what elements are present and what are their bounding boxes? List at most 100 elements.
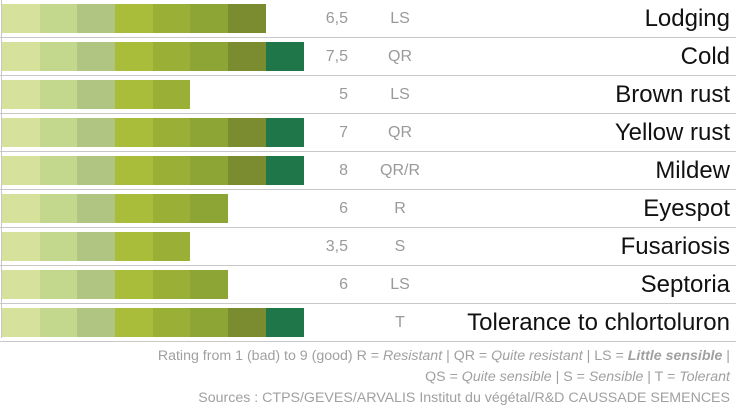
trait-label: Lodging [644, 5, 730, 32]
rating-row: 6,5 LS Lodging [0, 0, 736, 38]
rating-row: 7,5 QR Cold [0, 38, 736, 76]
trait-label: Mildew [655, 157, 730, 184]
trait-label: Septoria [640, 271, 730, 298]
rating-segment [2, 156, 40, 185]
rating-segment [39, 80, 78, 109]
rating-segment [115, 270, 153, 299]
rating-segment [2, 80, 40, 109]
resistance-code: LS [390, 86, 410, 103]
rating-segment [2, 270, 40, 299]
rating-row: 6 LS Septoria [0, 266, 736, 304]
trait-label: Eyespot [643, 195, 730, 222]
rating-bar [2, 308, 304, 337]
resistance-code: LS [390, 276, 410, 293]
rating-segment [39, 4, 78, 33]
rating-row: 6 R Eyespot [0, 190, 736, 228]
rating-bar [2, 80, 191, 109]
rating-row: 7 QR Yellow rust [0, 114, 736, 152]
rating-value: 6 [339, 276, 348, 293]
legend-text: Rating from 1 (bad) to 9 (good) R = [157, 348, 383, 364]
rating-bar [2, 156, 304, 185]
rating-segment [39, 232, 78, 261]
rating-segment [115, 118, 153, 147]
rating-segment [2, 194, 40, 223]
resistance-code: QR [388, 48, 412, 65]
trait-label: Brown rust [615, 81, 730, 108]
rating-segment [190, 4, 229, 33]
rating-segment [2, 118, 40, 147]
rating-bar [2, 118, 304, 147]
trait-label: Fusariosis [620, 233, 730, 260]
rating-segment [265, 156, 304, 185]
rating-segment [77, 118, 116, 147]
rating-segment [77, 308, 116, 337]
rating-segment [152, 118, 191, 147]
legend-sources: Sources : CTPS/GEVES/ARVALIS Institut du… [198, 390, 730, 406]
rating-segment [2, 4, 40, 33]
resistance-code: QR [388, 124, 412, 141]
resistance-code: T [395, 314, 405, 331]
rating-segment [115, 308, 153, 337]
resistance-code: S [394, 238, 406, 255]
rating-row: 3,5 S Fusariosis [0, 228, 736, 266]
rating-value: 6,5 [325, 10, 348, 27]
rating-segment [152, 270, 191, 299]
rating-segment [190, 270, 229, 299]
legend-little-sensible: Little sensible [627, 348, 723, 364]
legend-text: | QR = [442, 348, 492, 364]
legend-sensible: Sensible [588, 369, 644, 385]
rating-segment [228, 156, 266, 185]
legend-text: QS = [425, 369, 462, 385]
rating-segment [228, 118, 266, 147]
rating-segment [152, 4, 191, 33]
rating-value: 7 [339, 124, 348, 141]
rating-segment [115, 42, 153, 71]
legend-line-2: QS = Quite sensible | S = Sensible | T =… [0, 367, 730, 388]
legend-text: | LS = [582, 348, 628, 364]
rating-segment [152, 42, 191, 71]
rating-bar [2, 4, 266, 33]
rating-value: 7,5 [325, 48, 348, 65]
resistance-code: LS [390, 10, 410, 27]
rating-segment [115, 80, 153, 109]
legend-quite-sensible: Quite sensible [461, 369, 552, 385]
rating-segment [228, 308, 266, 337]
rating-segment [152, 308, 191, 337]
rating-segment [39, 118, 78, 147]
legend-quite-resistant: Quite resistant [491, 348, 583, 364]
rating-segment [190, 156, 229, 185]
rating-segment [228, 42, 266, 71]
rating-segment [39, 270, 78, 299]
rating-segment [2, 308, 40, 337]
rating-value: 3,5 [325, 238, 348, 255]
rating-segment [77, 4, 116, 33]
rating-segment [2, 232, 40, 261]
rating-segment [39, 308, 78, 337]
rating-segment [228, 4, 266, 33]
legend-text: | T = [643, 369, 680, 385]
rating-segment [77, 232, 116, 261]
rating-segment [190, 118, 229, 147]
rating-segment [152, 156, 191, 185]
rating-row: 5 LS Brown rust [0, 76, 736, 114]
trait-label: Tolerance to chlortoluron [467, 309, 730, 336]
rating-bar [2, 194, 229, 223]
legend-line-1: Rating from 1 (bad) to 9 (good) R = Resi… [0, 346, 730, 367]
legend-resistant: Resistant [383, 348, 443, 364]
rating-segment [265, 308, 304, 337]
trait-label: Yellow rust [614, 119, 730, 146]
rating-segment [39, 156, 78, 185]
rating-segment [265, 118, 304, 147]
rating-segment [77, 156, 116, 185]
rating-segment [77, 80, 116, 109]
rating-segment [190, 194, 229, 223]
left-axis-line [1, 0, 2, 338]
rating-segment [152, 232, 191, 261]
rating-row: T Tolerance to chlortoluron [0, 304, 736, 342]
rating-bar [2, 232, 191, 261]
rating-segment [115, 194, 153, 223]
rating-segment [152, 80, 191, 109]
rating-row: 8 QR/R Mildew [0, 152, 736, 190]
rating-segment [152, 194, 191, 223]
legend: Rating from 1 (bad) to 9 (good) R = Resi… [0, 346, 730, 409]
